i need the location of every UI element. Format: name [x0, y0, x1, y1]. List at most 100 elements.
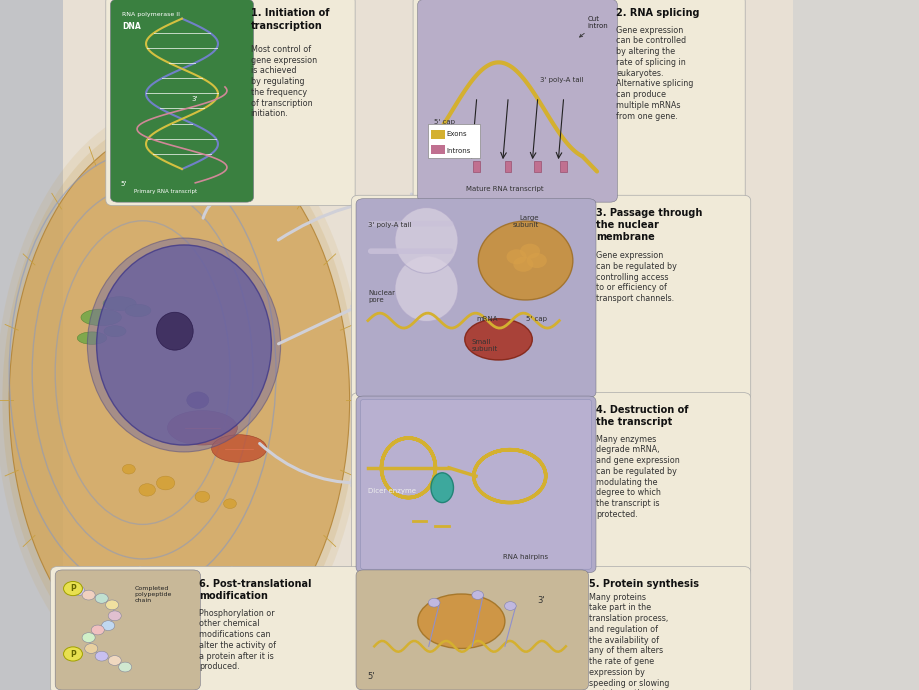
Text: 5' cap: 5' cap — [525, 315, 546, 322]
Ellipse shape — [125, 304, 151, 317]
Text: Primary RNA transcript: Primary RNA transcript — [134, 189, 198, 194]
Ellipse shape — [417, 594, 505, 649]
Circle shape — [119, 662, 131, 672]
FancyBboxPatch shape — [351, 566, 750, 690]
Text: Cut
intron: Cut intron — [579, 16, 607, 37]
Circle shape — [63, 582, 83, 595]
Circle shape — [102, 621, 115, 631]
Circle shape — [156, 476, 175, 490]
Text: Most control of
gene expression
is achieved
by regulating
the frequency
of trans: Most control of gene expression is achie… — [251, 45, 316, 119]
Text: P: P — [70, 650, 76, 659]
Ellipse shape — [9, 124, 349, 676]
Circle shape — [504, 602, 516, 611]
FancyBboxPatch shape — [351, 195, 750, 401]
Text: Gene expression
can be regulated by
controlling access
to or efficiency of
trans: Gene expression can be regulated by cont… — [596, 251, 676, 303]
Circle shape — [506, 249, 526, 264]
FancyBboxPatch shape — [360, 400, 591, 569]
Circle shape — [108, 611, 121, 621]
FancyBboxPatch shape — [110, 0, 254, 202]
Text: Introns: Introns — [446, 148, 471, 155]
Text: 3': 3' — [191, 96, 198, 101]
Text: 5. Protein synthesis: 5. Protein synthesis — [588, 579, 698, 589]
Text: Nuclear
pore: Nuclear pore — [368, 290, 394, 303]
Ellipse shape — [464, 319, 532, 360]
Ellipse shape — [430, 473, 453, 502]
Bar — [472, 161, 479, 172]
Text: 1. Initiation of
transcription: 1. Initiation of transcription — [251, 8, 329, 30]
Text: 3. Passage through
the nuclear
membrane: 3. Passage through the nuclear membrane — [596, 208, 702, 242]
Text: RNA polymerase II: RNA polymerase II — [122, 12, 180, 17]
FancyBboxPatch shape — [356, 570, 588, 690]
Bar — [504, 161, 510, 172]
Bar — [430, 130, 445, 139]
Text: mRNA: mRNA — [475, 315, 497, 322]
Ellipse shape — [394, 208, 458, 273]
Text: 5': 5' — [368, 672, 375, 681]
Circle shape — [471, 591, 483, 600]
FancyBboxPatch shape — [55, 570, 200, 690]
Ellipse shape — [211, 435, 267, 462]
Ellipse shape — [394, 256, 458, 322]
Bar — [427, 124, 479, 158]
Ellipse shape — [77, 332, 107, 344]
Circle shape — [519, 244, 539, 259]
Circle shape — [63, 647, 83, 661]
Circle shape — [122, 464, 135, 474]
Ellipse shape — [478, 221, 573, 300]
Bar — [560, 161, 566, 172]
FancyBboxPatch shape — [51, 566, 364, 690]
Circle shape — [428, 598, 439, 607]
Text: Many proteins
take part in the
translation process,
and regulation of
the availa: Many proteins take part in the translati… — [588, 593, 668, 690]
Ellipse shape — [103, 297, 136, 310]
Ellipse shape — [0, 102, 363, 690]
Bar — [792, 0, 919, 690]
Ellipse shape — [167, 411, 237, 445]
Circle shape — [223, 499, 236, 509]
Circle shape — [195, 491, 210, 502]
Text: 5' cap: 5' cap — [434, 119, 455, 125]
Ellipse shape — [3, 113, 356, 687]
Text: Dicer enzyme: Dicer enzyme — [368, 488, 415, 493]
Circle shape — [82, 633, 95, 642]
FancyBboxPatch shape — [356, 199, 596, 397]
Text: P: P — [70, 584, 76, 593]
FancyBboxPatch shape — [351, 393, 750, 576]
Ellipse shape — [96, 245, 271, 445]
Text: Phosphorylation or
other chemical
modifications can
alter the activity of
a prot: Phosphorylation or other chemical modifi… — [199, 609, 276, 671]
Circle shape — [95, 651, 108, 661]
Circle shape — [85, 644, 97, 653]
Text: 3' poly-A tail: 3' poly-A tail — [368, 221, 411, 228]
Text: 6. Post-translational
modification: 6. Post-translational modification — [199, 579, 311, 601]
Ellipse shape — [87, 238, 280, 452]
Text: Large
subunit: Large subunit — [512, 215, 539, 228]
Text: 4. Destruction of
the transcript: 4. Destruction of the transcript — [596, 405, 688, 427]
Text: Gene expression
can be controlled
by altering the
rate of splicing in
eukaryotes: Gene expression can be controlled by alt… — [616, 26, 693, 121]
Circle shape — [72, 586, 85, 595]
Circle shape — [106, 600, 119, 610]
Text: Small
subunit: Small subunit — [471, 339, 497, 352]
Circle shape — [139, 484, 155, 496]
Text: Exons: Exons — [446, 131, 467, 137]
Text: 2. RNA splicing: 2. RNA splicing — [616, 8, 698, 18]
Bar — [0, 0, 62, 690]
Text: Completed
polypeptide
chain: Completed polypeptide chain — [134, 586, 172, 603]
Text: 3' poly-A tail: 3' poly-A tail — [539, 77, 583, 83]
FancyBboxPatch shape — [356, 396, 596, 573]
Ellipse shape — [104, 326, 126, 337]
Text: 3': 3' — [537, 595, 545, 604]
Circle shape — [527, 253, 546, 268]
Text: Mature RNA transcript: Mature RNA transcript — [465, 186, 543, 192]
Text: Many enzymes
degrade mRNA,
and gene expression
can be regulated by
modulating th: Many enzymes degrade mRNA, and gene expr… — [596, 435, 679, 519]
Text: 5': 5' — [120, 181, 127, 187]
Circle shape — [82, 590, 95, 600]
Bar — [534, 161, 540, 172]
Circle shape — [187, 392, 209, 408]
Text: RNA hairpins: RNA hairpins — [503, 554, 548, 560]
FancyBboxPatch shape — [417, 0, 617, 202]
Ellipse shape — [81, 309, 121, 326]
Ellipse shape — [156, 312, 193, 351]
FancyBboxPatch shape — [106, 0, 355, 206]
FancyBboxPatch shape — [413, 0, 744, 206]
Circle shape — [91, 625, 104, 635]
Bar — [430, 145, 445, 155]
